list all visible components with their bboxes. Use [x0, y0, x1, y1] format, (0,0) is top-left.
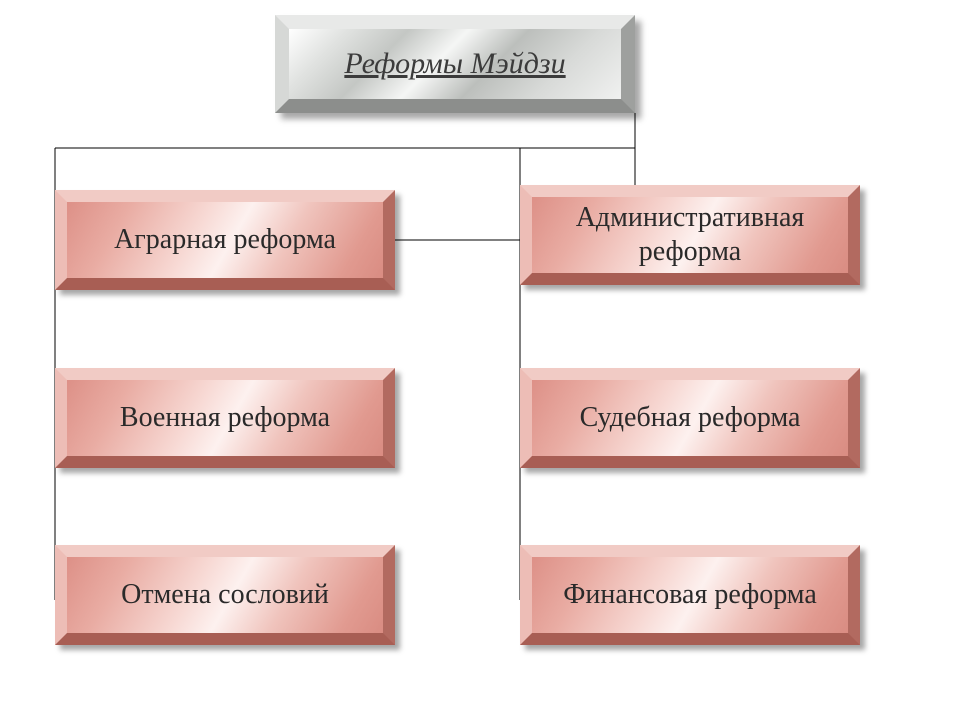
- node-judicial-reform: Судебная реформа: [520, 368, 860, 468]
- node-agrarian-reform: Аграрная реформа: [55, 190, 395, 290]
- node-financial-reform: Финансовая реформа: [520, 545, 860, 645]
- title-box: Реформы Мэйдзи: [275, 15, 635, 113]
- node-label: Административная реформа: [532, 201, 848, 268]
- node-label: Финансовая реформа: [563, 578, 817, 612]
- node-administrative-reform: Административная реформа: [520, 185, 860, 285]
- title-text: Реформы Мэйдзи: [344, 46, 565, 82]
- node-label: Отмена сословий: [121, 578, 329, 612]
- node-label: Судебная реформа: [580, 401, 801, 435]
- node-label: Военная реформа: [120, 401, 330, 435]
- node-military-reform: Военная реформа: [55, 368, 395, 468]
- node-label: Аграрная реформа: [114, 223, 336, 257]
- node-abolition-of-estates: Отмена сословий: [55, 545, 395, 645]
